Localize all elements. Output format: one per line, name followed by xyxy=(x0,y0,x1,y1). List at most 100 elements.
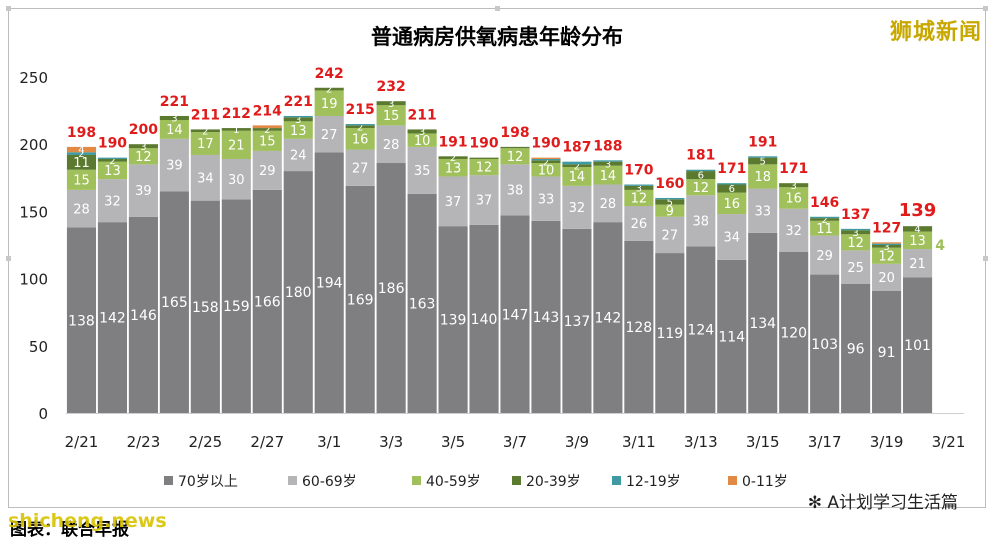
x-tick-label: 3/1 xyxy=(317,433,341,451)
segment-label: 3 xyxy=(852,228,858,239)
bar-segment xyxy=(66,152,97,155)
chart-title: 普通病房供氧病患年龄分布 xyxy=(371,25,623,49)
total-label: 242 xyxy=(315,66,344,82)
bar-segment xyxy=(283,138,313,172)
bar-segment xyxy=(902,277,933,413)
bar-segment xyxy=(190,129,220,133)
bar-segment xyxy=(314,115,344,153)
segment-label: 101 xyxy=(904,338,931,354)
chart: 普通病房供氧病患年龄分布0501001502002501382815112419… xyxy=(19,25,965,490)
segment-label: 103 xyxy=(811,337,838,353)
segment-label: 21 xyxy=(228,139,245,154)
bar-segment xyxy=(810,235,840,275)
bar-segment xyxy=(655,253,685,413)
segment-label: 12 xyxy=(693,181,710,196)
bar-segment xyxy=(128,216,158,413)
segment-label: 10 xyxy=(414,134,431,149)
bar-segment xyxy=(902,226,933,232)
segment-label: 2 xyxy=(202,126,208,137)
resize-handle[interactable] xyxy=(6,6,11,11)
side-label: 4 xyxy=(935,238,945,254)
bar-segment xyxy=(128,144,158,149)
segment-label: 2 xyxy=(264,125,270,136)
segment-label: 13 xyxy=(445,161,462,176)
segment-label: 14 xyxy=(600,169,617,184)
bar-segment xyxy=(593,184,623,223)
segment-label: 194 xyxy=(316,276,343,292)
bar-segment xyxy=(283,115,313,118)
total-label: 191 xyxy=(748,134,777,150)
bar-segment xyxy=(655,216,685,254)
segment-label: 4 xyxy=(914,224,920,235)
bar-segment xyxy=(841,283,871,413)
segment-label: 2 xyxy=(357,122,363,133)
total-label: 146 xyxy=(810,195,839,211)
bar-segment xyxy=(624,184,654,186)
segment-label: 166 xyxy=(254,294,281,310)
resize-handle[interactable] xyxy=(983,6,988,11)
segment-label: 12 xyxy=(847,236,864,251)
bar-segment xyxy=(469,157,499,159)
legend-swatch xyxy=(164,476,173,485)
segment-label: 3 xyxy=(419,127,425,138)
total-label: 232 xyxy=(377,79,406,95)
bar-segment xyxy=(97,157,128,159)
segment-label: 1 xyxy=(233,125,239,136)
segment-label: 29 xyxy=(816,249,833,264)
bar-segment xyxy=(841,230,871,235)
total-label: 188 xyxy=(593,138,622,154)
segment-label: 3 xyxy=(883,242,889,253)
total-label: 200 xyxy=(129,122,158,138)
resize-handle[interactable] xyxy=(6,256,11,261)
bar-segment xyxy=(779,187,809,209)
wechat-icon: ✻ xyxy=(807,493,822,513)
segment-label: 13 xyxy=(104,164,121,179)
segment-label: 32 xyxy=(104,194,121,209)
bar-segment xyxy=(748,156,778,158)
resize-handle[interactable] xyxy=(495,6,500,11)
segment-label: 114 xyxy=(718,329,745,345)
segment-label: 169 xyxy=(347,292,374,308)
bar-segment xyxy=(531,163,561,177)
bar-segment xyxy=(221,158,251,200)
segment-label: 142 xyxy=(595,311,622,327)
segment-label: 18 xyxy=(754,170,771,185)
resize-handle[interactable] xyxy=(983,256,988,261)
segment-label: 2 xyxy=(574,161,580,172)
bar-segment xyxy=(872,263,902,291)
segment-label: 124 xyxy=(687,323,714,339)
bar-segment xyxy=(872,245,902,248)
bar-segment xyxy=(500,215,530,413)
segment-label: 2 xyxy=(78,149,84,160)
segment-label: 38 xyxy=(507,184,524,199)
y-tick-label: 250 xyxy=(19,69,48,87)
bar-segment xyxy=(872,290,902,413)
bar-segment xyxy=(748,188,778,233)
source-caption: 图表：联合早报 xyxy=(10,520,129,540)
segment-label: 138 xyxy=(68,313,95,329)
bar-segment xyxy=(779,208,809,252)
bar-segment xyxy=(593,161,623,166)
bar-segment xyxy=(66,189,97,228)
bar-segment xyxy=(872,242,902,244)
segment-label: 28 xyxy=(73,202,90,217)
y-tick-label: 100 xyxy=(19,271,48,289)
x-tick-label: 2/21 xyxy=(65,433,99,451)
bar-segment xyxy=(810,218,840,221)
total-label: 211 xyxy=(191,107,220,123)
segment-label: 96 xyxy=(847,342,865,358)
legend-label: 70岁以上 xyxy=(178,474,238,490)
wechat-account-name: A计划学习生活篇 xyxy=(827,493,958,513)
total-label: 214 xyxy=(253,103,282,119)
bar-segment xyxy=(500,146,530,149)
chart-frame xyxy=(6,6,988,508)
bar-segment xyxy=(438,226,468,413)
total-label: 187 xyxy=(562,140,591,156)
segment-label: 28 xyxy=(383,138,400,153)
segment-label: 19 xyxy=(321,97,338,112)
segment-label: 165 xyxy=(161,295,188,311)
segment-label: 120 xyxy=(780,325,807,341)
segment-label: 91 xyxy=(878,345,896,361)
bar-segment xyxy=(438,156,468,159)
y-tick-label: 150 xyxy=(19,203,48,221)
